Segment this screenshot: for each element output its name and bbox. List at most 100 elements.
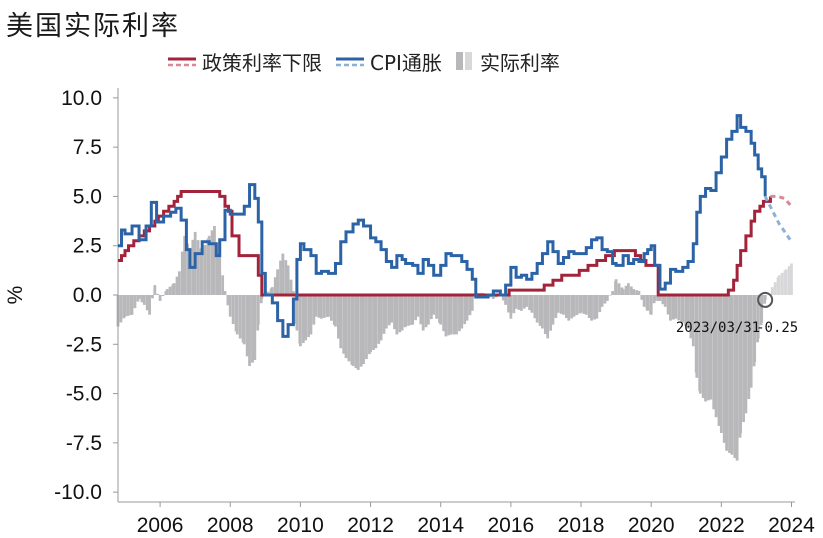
real-rate-bar <box>635 290 638 295</box>
real-rate-bar <box>172 283 176 295</box>
real-rate-bar <box>712 295 716 410</box>
real-rate-bar <box>663 295 667 307</box>
y-tick-label: -7.5 <box>66 432 102 455</box>
real-rate-bar <box>395 295 399 335</box>
real-rate-bar <box>142 295 146 305</box>
real-rate-bar <box>556 295 560 313</box>
real-rate-bar <box>565 295 568 318</box>
real-rate-bar <box>674 295 678 319</box>
real-rate-bar <box>156 293 160 295</box>
real-rate-bar <box>656 295 660 301</box>
real-rate-bar <box>517 295 521 310</box>
real-rate-bar <box>145 295 149 311</box>
real-rate-bar <box>196 240 200 295</box>
cpi-line <box>118 114 767 338</box>
real-rate-bar <box>158 295 162 301</box>
real-rate-bar <box>719 295 723 433</box>
real-rate-bar <box>327 295 330 317</box>
real-rate-bar <box>698 295 702 394</box>
legend-item-real-rate: 实际利率 <box>455 47 560 76</box>
real-rate-bar <box>501 295 505 301</box>
real-rate-bar <box>598 295 602 313</box>
real-rate-bar <box>584 295 588 315</box>
real-rate-bar <box>284 260 288 295</box>
real-rate-bar <box>728 295 731 453</box>
policy-rate-line <box>118 190 772 297</box>
real-rate-bar <box>575 295 579 316</box>
real-rate-bar <box>281 253 285 295</box>
real-rate-bar <box>133 295 137 309</box>
real-rate-bar <box>530 295 534 313</box>
real-rate-bar <box>180 251 184 295</box>
real-rate-bar <box>137 295 141 299</box>
real-rate-bar <box>714 295 718 418</box>
real-rate-bar <box>266 291 270 295</box>
real-rate-bar <box>642 295 646 307</box>
real-rate-bar <box>165 289 169 295</box>
real-rate-bar <box>226 295 230 306</box>
real-rate-bar <box>509 295 513 319</box>
policy-rate-forecast-line <box>770 194 793 208</box>
real-rate-bar <box>251 295 254 363</box>
real-rate-bar <box>359 295 363 367</box>
real-rate-bar <box>455 295 458 335</box>
real-rate-bar <box>384 295 388 329</box>
real-rate-bar <box>733 295 737 458</box>
real-rate-bar <box>377 295 381 344</box>
real-rate-bar <box>320 295 323 319</box>
real-rate-forecast-bar <box>770 287 774 295</box>
real-rate-bar <box>347 295 351 362</box>
real-rate-bar <box>543 295 547 334</box>
real-rate-bar <box>151 295 154 299</box>
real-rate-bar <box>504 295 508 305</box>
real-rate-bar <box>374 295 378 349</box>
real-rate-bar <box>228 295 232 317</box>
legend-label-real-rate: 实际利率 <box>479 50 560 75</box>
real-rate-bar <box>763 295 767 300</box>
y-tick-label: 0.0 <box>73 284 102 307</box>
real-rate-bar <box>626 283 630 295</box>
real-rate-bar <box>621 289 625 295</box>
x-tick-label: 2014 <box>417 514 464 537</box>
real-rate-bar <box>722 295 726 443</box>
real-rate-bar <box>119 295 123 323</box>
real-rate-bar <box>404 295 408 327</box>
real-rate-bar <box>411 295 415 325</box>
real-rate-bar <box>123 295 127 317</box>
cpi-forecast-line <box>763 195 793 243</box>
real-rate-bar <box>551 295 555 325</box>
legend-swatch-cpi <box>336 57 364 67</box>
chart-title: 美国实际利率 <box>6 11 180 42</box>
legend: 政策利率下限 CPI通胀 实际利率 <box>168 46 574 76</box>
x-tick-label: 2008 <box>207 514 254 537</box>
real-rate-bar <box>276 269 280 295</box>
real-rate-bar <box>709 295 713 400</box>
real-rate-bar <box>611 291 614 295</box>
real-rate-bar <box>749 295 753 388</box>
real-rate-bar <box>314 295 318 317</box>
real-rate-forecast-bar <box>780 272 784 295</box>
real-rate-bar <box>608 295 612 296</box>
y-tick-label: 7.5 <box>73 136 102 159</box>
x-tick-label: 2012 <box>347 514 394 537</box>
real-rate-bar <box>295 295 299 331</box>
real-rate-bar <box>161 295 165 296</box>
real-rate-bar <box>691 295 695 347</box>
real-rate-bar <box>253 295 257 361</box>
real-rate-bar <box>299 295 302 347</box>
real-rate-bar <box>390 295 394 323</box>
real-rate-bar <box>427 295 430 325</box>
real-rate-bar <box>362 295 365 364</box>
real-rate-bar <box>572 295 576 317</box>
real-rate-bar <box>289 279 293 295</box>
real-rate-bar <box>400 295 404 331</box>
x-tick-label: 2016 <box>488 514 535 537</box>
real-rate-bar <box>407 295 410 326</box>
real-rate-bar <box>546 295 550 339</box>
x-tick-label: 2024 <box>768 514 815 537</box>
real-rate-bar <box>739 295 743 433</box>
real-rate-bar <box>640 295 644 300</box>
real-rate-bar <box>344 295 348 359</box>
real-rate-bar <box>153 285 157 295</box>
real-rate-bar <box>218 255 222 295</box>
